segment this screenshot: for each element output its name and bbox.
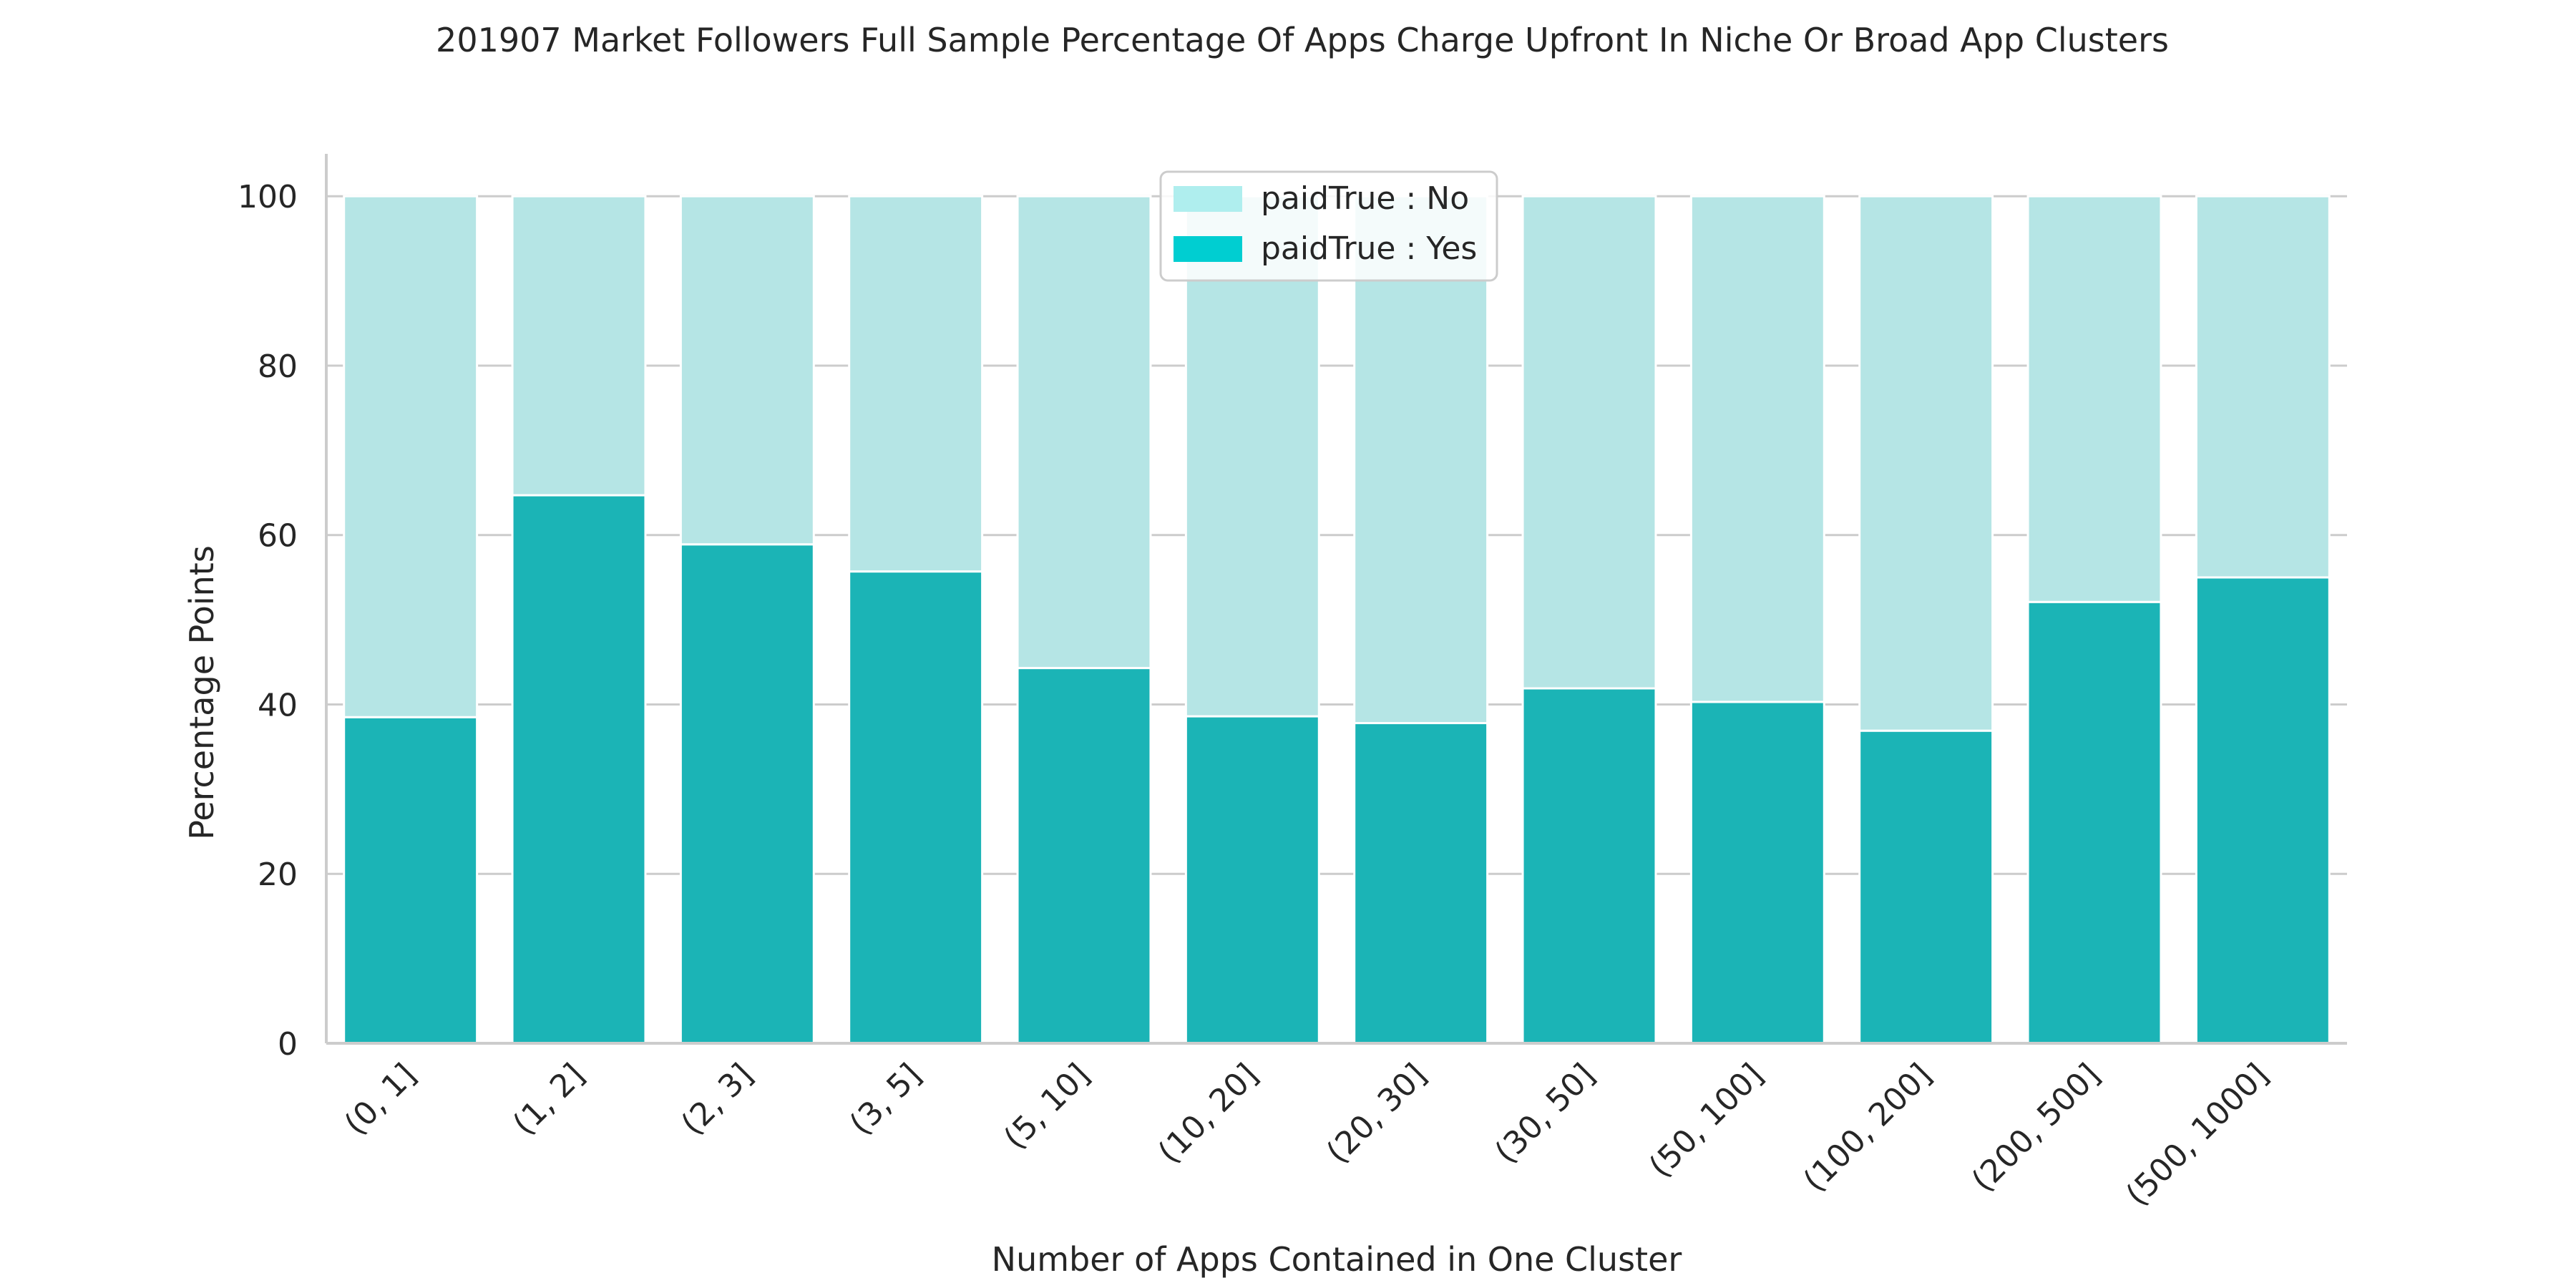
- bar-paid-no: [2195, 195, 2331, 579]
- legend-label: paidTrue : Yes: [1261, 230, 1477, 267]
- bar-paid-yes: [511, 494, 647, 1045]
- x-tick-label: (30, 50]: [1488, 1057, 1601, 1171]
- bar-paid-yes: [2026, 600, 2162, 1045]
- x-tick-label: (3, 5]: [843, 1057, 929, 1143]
- x-tick-label: (10, 20]: [1151, 1057, 1265, 1171]
- bar-paid-yes: [2195, 576, 2331, 1045]
- bar-paid-yes: [1016, 667, 1152, 1045]
- x-tick-label: (5, 10]: [997, 1057, 1097, 1157]
- legend-label: paidTrue : No: [1261, 180, 1469, 217]
- bar-paid-yes: [1353, 722, 1489, 1045]
- chart-title: 201907 Market Followers Full Sample Perc…: [436, 21, 2169, 59]
- bar-paid-no: [1689, 195, 1825, 703]
- bar-paid-no: [1521, 195, 1657, 690]
- bar-paid-yes: [679, 543, 815, 1045]
- legend-box: [1159, 170, 1498, 282]
- bar-paid-no: [511, 195, 647, 497]
- legend-swatch: [1174, 236, 1242, 262]
- x-axis-label: Number of Apps Contained in One Cluster: [992, 1240, 1682, 1279]
- y-tick-label: 20: [258, 857, 298, 893]
- bar-paid-no: [1016, 195, 1152, 670]
- bar-paid-no: [2026, 195, 2162, 603]
- x-tick-label: (0, 1]: [338, 1057, 424, 1143]
- axes: [325, 154, 2347, 1045]
- bars: [343, 195, 2331, 1045]
- y-tick-label: 80: [258, 348, 298, 385]
- x-tick-labels: (0, 1] (1, 2] (2, 3] (3, 5] (5, 10] (10, 20] (…: [338, 1057, 2275, 1214]
- bar-paid-no: [343, 195, 479, 718]
- y-axis-label: Percentage Points: [182, 545, 221, 840]
- y-tick-labels: 0 20 40 60 80 100: [238, 179, 298, 1063]
- x-tick-label: (100, 200]: [1797, 1057, 1939, 1199]
- bar-paid-yes: [1521, 687, 1657, 1045]
- bar-paid-yes: [1689, 701, 1825, 1045]
- bar-paid-yes: [848, 570, 984, 1045]
- bar-paid-no: [848, 195, 984, 573]
- y-tick-label: 60: [258, 518, 298, 555]
- bar-paid-yes: [343, 716, 479, 1045]
- x-tick-label: (200, 500]: [1965, 1057, 2107, 1199]
- y-tick-label: 40: [258, 687, 298, 723]
- x-tick-label: (1, 2]: [506, 1057, 592, 1143]
- bar-paid-yes: [1184, 715, 1320, 1045]
- legend: paidTrue : No paidTrue : Yes: [1159, 170, 1498, 282]
- y-tick-label: 0: [278, 1026, 298, 1063]
- bar-paid-yes: [1858, 729, 1994, 1045]
- bar-paid-no: [679, 195, 815, 546]
- x-tick-label: (50, 100]: [1642, 1057, 1770, 1185]
- x-tick-label: (20, 30]: [1319, 1057, 1433, 1171]
- bar-paid-no: [1353, 195, 1489, 725]
- legend-swatch: [1174, 186, 1242, 212]
- x-tick-label: (2, 3]: [674, 1057, 760, 1143]
- x-tick-label: (500, 1000]: [2119, 1057, 2275, 1214]
- bar-paid-no: [1858, 195, 1994, 732]
- y-tick-label: 100: [238, 179, 298, 215]
- bar-paid-no: [1184, 195, 1320, 718]
